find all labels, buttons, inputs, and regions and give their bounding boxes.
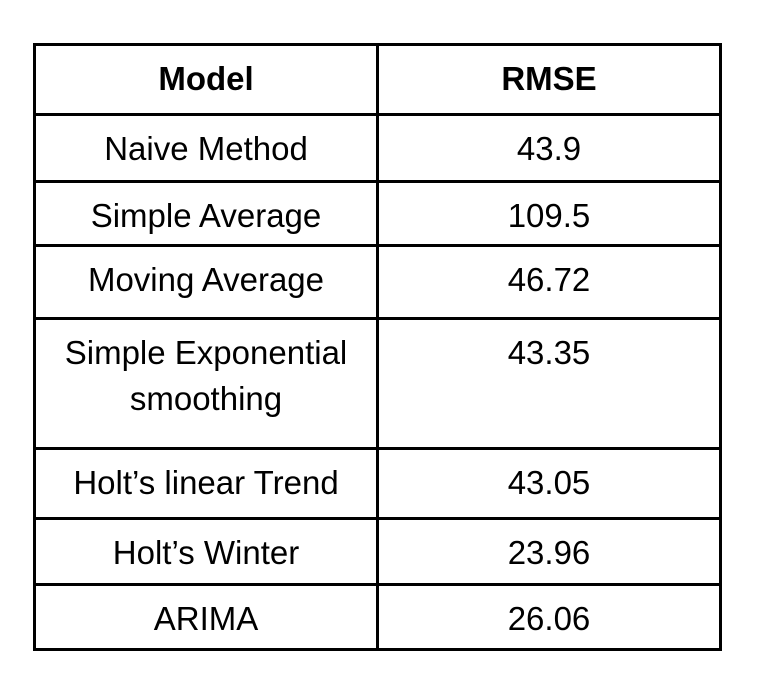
rmse-cell: 46.72 [376, 244, 722, 320]
rmse-table: Model RMSE Naive Method 43.9 Simple Aver… [33, 43, 722, 651]
model-cell: Moving Average [33, 244, 379, 320]
table-row: Simple Exponential smoothing 43.35 [33, 317, 722, 450]
table-row: Simple Average 109.5 [33, 180, 722, 247]
model-cell: Simple Exponential smoothing [33, 317, 379, 450]
header-row: Model RMSE [33, 43, 722, 116]
rmse-cell: 109.5 [376, 180, 722, 247]
rmse-cell: 43.9 [376, 113, 722, 183]
table-row: Holt’s Winter 23.96 [33, 517, 722, 586]
model-cell: Holt’s linear Trend [33, 447, 379, 520]
table-row: Naive Method 43.9 [33, 113, 722, 183]
rmse-cell: 23.96 [376, 517, 722, 586]
model-cell: ARIMA [33, 583, 379, 651]
col-header-rmse: RMSE [376, 43, 722, 116]
table-row: Moving Average 46.72 [33, 244, 722, 320]
rmse-cell: 43.05 [376, 447, 722, 520]
rmse-cell: 43.35 [376, 317, 722, 450]
model-cell: Holt’s Winter [33, 517, 379, 586]
model-cell: Naive Method [33, 113, 379, 183]
rmse-table-container: Model RMSE Naive Method 43.9 Simple Aver… [33, 43, 722, 651]
col-header-model: Model [33, 43, 379, 116]
table-row: ARIMA 26.06 [33, 583, 722, 651]
rmse-cell: 26.06 [376, 583, 722, 651]
table-row: Holt’s linear Trend 43.05 [33, 447, 722, 520]
model-cell: Simple Average [33, 180, 379, 247]
